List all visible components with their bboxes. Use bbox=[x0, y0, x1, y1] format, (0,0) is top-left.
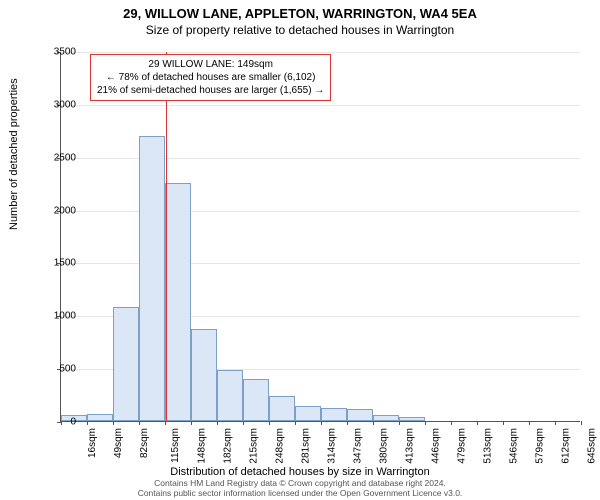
y-tick-label: 500 bbox=[36, 364, 76, 375]
y-tick-label: 2000 bbox=[36, 205, 76, 216]
x-tick-label: 248sqm bbox=[275, 428, 286, 464]
x-tick-mark bbox=[555, 421, 556, 425]
chart-title: 29, WILLOW LANE, APPLETON, WARRINGTON, W… bbox=[0, 0, 600, 21]
annotation-box: 29 WILLOW LANE: 149sqm← 78% of detached … bbox=[90, 54, 331, 101]
histogram-bar bbox=[321, 408, 347, 421]
x-tick-mark bbox=[295, 421, 296, 425]
x-tick-mark bbox=[477, 421, 478, 425]
y-tick-label: 1500 bbox=[36, 258, 76, 269]
attribution-text: Contains HM Land Registry data © Crown c… bbox=[0, 478, 600, 498]
x-tick-mark bbox=[139, 421, 140, 425]
y-tick-label: 3500 bbox=[36, 47, 76, 58]
histogram-bar bbox=[217, 370, 243, 421]
histogram-bar bbox=[165, 183, 191, 421]
x-tick-mark bbox=[269, 421, 270, 425]
x-tick-mark bbox=[217, 421, 218, 425]
x-tick-mark bbox=[451, 421, 452, 425]
x-tick-label: 413sqm bbox=[405, 428, 416, 464]
x-tick-mark bbox=[243, 421, 244, 425]
x-tick-mark bbox=[399, 421, 400, 425]
x-tick-label: 16sqm bbox=[87, 428, 98, 458]
histogram-bar bbox=[113, 307, 139, 421]
x-tick-mark bbox=[347, 421, 348, 425]
x-tick-label: 82sqm bbox=[139, 428, 150, 458]
x-tick-mark bbox=[503, 421, 504, 425]
annotation-line1: 29 WILLOW LANE: 149sqm bbox=[97, 58, 324, 71]
x-tick-mark bbox=[373, 421, 374, 425]
x-tick-mark bbox=[529, 421, 530, 425]
x-tick-label: 148sqm bbox=[197, 428, 208, 464]
x-tick-label: 49sqm bbox=[113, 428, 124, 458]
y-tick-label: 2500 bbox=[36, 152, 76, 163]
x-tick-label: 579sqm bbox=[535, 428, 546, 464]
histogram-bar bbox=[399, 417, 425, 421]
x-tick-label: 115sqm bbox=[170, 428, 181, 463]
annotation-line3: 21% of semi-detached houses are larger (… bbox=[97, 84, 324, 97]
x-tick-label: 645sqm bbox=[587, 428, 598, 464]
gridline bbox=[61, 105, 580, 106]
x-tick-label: 612sqm bbox=[561, 428, 572, 464]
x-tick-mark bbox=[113, 421, 114, 425]
x-tick-label: 215sqm bbox=[249, 428, 260, 464]
x-tick-label: 314sqm bbox=[327, 428, 338, 464]
property-marker-line bbox=[166, 52, 167, 421]
x-tick-mark bbox=[165, 421, 166, 425]
x-tick-label: 446sqm bbox=[431, 428, 442, 464]
x-tick-mark bbox=[321, 421, 322, 425]
histogram-bar bbox=[87, 414, 113, 421]
x-tick-label: 281sqm bbox=[301, 428, 312, 464]
chart-container: 29, WILLOW LANE, APPLETON, WARRINGTON, W… bbox=[0, 0, 600, 500]
histogram-bar bbox=[139, 136, 165, 421]
y-tick-label: 0 bbox=[36, 417, 76, 428]
x-tick-label: 479sqm bbox=[457, 428, 468, 464]
annotation-line2: ← 78% of detached houses are smaller (6,… bbox=[97, 71, 324, 84]
histogram-bar bbox=[295, 406, 321, 421]
y-tick-label: 3000 bbox=[36, 99, 76, 110]
x-tick-label: 182sqm bbox=[223, 428, 234, 464]
x-tick-label: 513sqm bbox=[483, 428, 494, 464]
y-tick-label: 1000 bbox=[36, 311, 76, 322]
histogram-bar bbox=[243, 379, 269, 421]
x-tick-label: 546sqm bbox=[509, 428, 520, 464]
attribution-line2: Contains public sector information licen… bbox=[138, 488, 463, 498]
y-axis-label: Number of detached properties bbox=[8, 78, 20, 230]
x-axis-label: Distribution of detached houses by size … bbox=[0, 466, 600, 478]
histogram-bar bbox=[373, 415, 399, 421]
histogram-bar bbox=[347, 409, 373, 421]
histogram-bar bbox=[191, 329, 217, 421]
x-tick-mark bbox=[425, 421, 426, 425]
x-tick-mark bbox=[191, 421, 192, 425]
gridline bbox=[61, 52, 580, 53]
attribution-line1: Contains HM Land Registry data © Crown c… bbox=[154, 478, 446, 488]
histogram-bar bbox=[269, 396, 295, 421]
x-tick-label: 380sqm bbox=[379, 428, 390, 464]
plot-area bbox=[60, 52, 580, 422]
x-tick-mark bbox=[87, 421, 88, 425]
x-tick-mark bbox=[581, 421, 582, 425]
x-tick-label: 347sqm bbox=[353, 428, 364, 464]
chart-subtitle: Size of property relative to detached ho… bbox=[0, 21, 600, 37]
